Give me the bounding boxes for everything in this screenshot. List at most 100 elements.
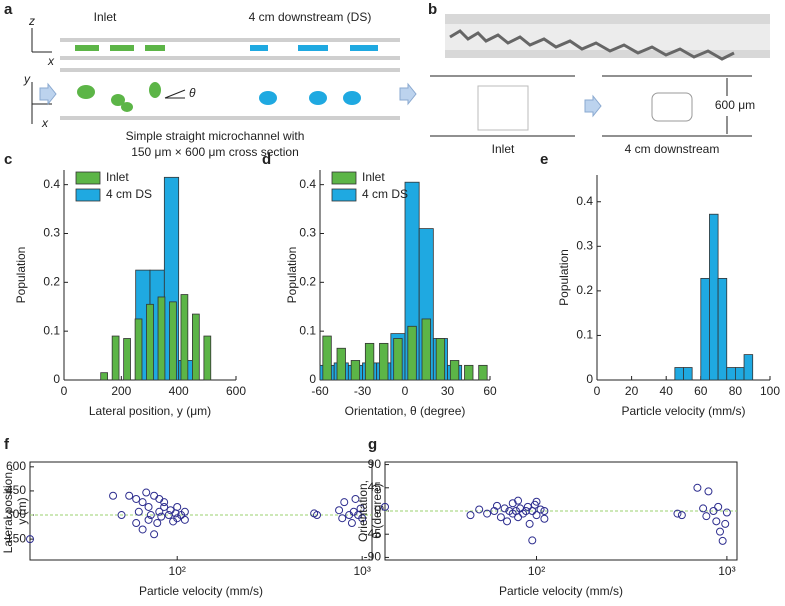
x-tick-label: 0 bbox=[61, 384, 68, 398]
point bbox=[150, 491, 159, 500]
point bbox=[712, 517, 721, 526]
point bbox=[347, 519, 356, 528]
point bbox=[358, 514, 367, 523]
point bbox=[716, 527, 725, 536]
bar bbox=[464, 364, 474, 381]
inlet-label: Inlet bbox=[492, 142, 515, 156]
y-tick-label: 0 bbox=[374, 503, 381, 517]
point bbox=[144, 502, 153, 511]
downstream-label: 4 cm downstream (DS) bbox=[249, 10, 372, 24]
point bbox=[381, 502, 389, 511]
y-axis-title: y (m) bbox=[15, 497, 29, 524]
channel-wall bbox=[60, 68, 400, 72]
bar bbox=[717, 277, 728, 381]
point bbox=[466, 511, 475, 520]
x-tick-label: 40 bbox=[660, 384, 674, 398]
point bbox=[525, 519, 534, 528]
bar bbox=[123, 338, 131, 381]
particle bbox=[110, 45, 134, 51]
bar bbox=[157, 296, 166, 381]
bar bbox=[350, 360, 361, 381]
point bbox=[180, 507, 189, 516]
y-tick-label: 450 bbox=[6, 483, 26, 497]
flow-arrow bbox=[584, 94, 602, 118]
point bbox=[340, 498, 349, 507]
axis-x: x bbox=[47, 54, 55, 68]
y-tick-label: 0.4 bbox=[576, 194, 593, 208]
legend-swatch bbox=[75, 171, 101, 185]
point bbox=[496, 513, 505, 522]
point bbox=[155, 507, 164, 516]
bar bbox=[709, 213, 719, 381]
point bbox=[693, 483, 702, 492]
bar bbox=[100, 372, 108, 381]
point bbox=[722, 508, 731, 517]
x-axis-title: Lateral position, y (μm) bbox=[89, 404, 211, 418]
x-tick-label: 20 bbox=[625, 384, 639, 398]
y-tick-label: -90 bbox=[364, 550, 382, 564]
point bbox=[521, 507, 530, 515]
bar bbox=[146, 303, 154, 381]
axis-z: z bbox=[28, 14, 35, 28]
point bbox=[132, 519, 141, 528]
point bbox=[160, 502, 169, 511]
legend-label: 4 cm DS bbox=[106, 187, 152, 201]
point bbox=[540, 507, 549, 515]
panel-letter: b bbox=[428, 1, 437, 18]
channel-wall bbox=[60, 56, 400, 60]
bar bbox=[478, 364, 488, 381]
bar bbox=[336, 347, 346, 381]
point bbox=[532, 497, 541, 506]
y-tick-label: 0.3 bbox=[576, 238, 593, 252]
y-tick-label: 0.4 bbox=[43, 177, 60, 191]
bar bbox=[674, 367, 684, 381]
y-tick-label: 0.1 bbox=[576, 328, 593, 342]
point bbox=[475, 505, 484, 514]
point bbox=[519, 509, 528, 518]
point bbox=[150, 530, 159, 539]
panel-a: a Inlet 4 cm downstream (DS) z x y x θ bbox=[4, 1, 417, 159]
point bbox=[532, 511, 541, 520]
legend-swatch bbox=[331, 171, 357, 185]
bar bbox=[134, 318, 143, 381]
x-tick-label: -60 bbox=[311, 384, 329, 398]
point bbox=[536, 505, 545, 514]
y-tick-label: 45 bbox=[368, 480, 382, 494]
bar bbox=[683, 367, 693, 381]
particle bbox=[149, 82, 161, 98]
bar bbox=[203, 335, 212, 381]
bar bbox=[192, 313, 200, 381]
particle bbox=[77, 85, 95, 99]
point bbox=[144, 515, 153, 524]
panel-letter: d bbox=[262, 151, 271, 168]
inlet-label: Inlet bbox=[94, 10, 117, 24]
panel-letter: a bbox=[4, 1, 13, 18]
point bbox=[109, 491, 118, 500]
bar bbox=[700, 277, 710, 381]
point bbox=[704, 487, 713, 496]
bar bbox=[169, 301, 177, 381]
legend-label: 4 cm DS bbox=[362, 187, 408, 201]
point bbox=[514, 496, 523, 505]
y-tick-label: 0.2 bbox=[576, 283, 593, 297]
point bbox=[157, 512, 166, 521]
y-axis-title: Orientation, bbox=[356, 480, 370, 542]
bar bbox=[726, 367, 736, 381]
point bbox=[26, 535, 34, 544]
point bbox=[709, 507, 718, 515]
point bbox=[483, 509, 492, 518]
legend-swatch bbox=[331, 188, 357, 202]
y-tick-label: 0.1 bbox=[43, 323, 60, 337]
point bbox=[313, 511, 322, 520]
x-tick-label: 200 bbox=[111, 384, 131, 398]
point bbox=[356, 504, 365, 513]
point bbox=[351, 494, 360, 503]
point bbox=[514, 513, 523, 522]
x-tick-label: 10³ bbox=[354, 564, 371, 578]
particle bbox=[298, 45, 328, 51]
point bbox=[492, 501, 501, 510]
y-tick-label: 0.2 bbox=[43, 274, 60, 288]
panel-letter: c bbox=[4, 151, 12, 168]
particle bbox=[111, 94, 125, 106]
